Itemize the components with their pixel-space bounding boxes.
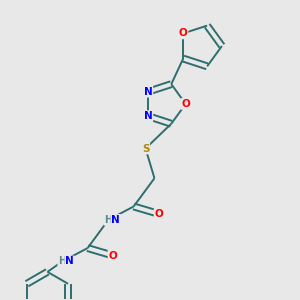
Text: N: N [144, 87, 152, 97]
Text: H: H [58, 256, 66, 266]
Text: H: H [104, 215, 112, 225]
Text: O: O [154, 209, 163, 219]
Text: O: O [179, 28, 188, 38]
Text: N: N [65, 256, 74, 266]
Text: O: O [181, 99, 190, 109]
Text: N: N [111, 215, 120, 225]
Text: N: N [144, 111, 152, 121]
Text: O: O [109, 250, 117, 260]
Text: S: S [142, 143, 149, 154]
